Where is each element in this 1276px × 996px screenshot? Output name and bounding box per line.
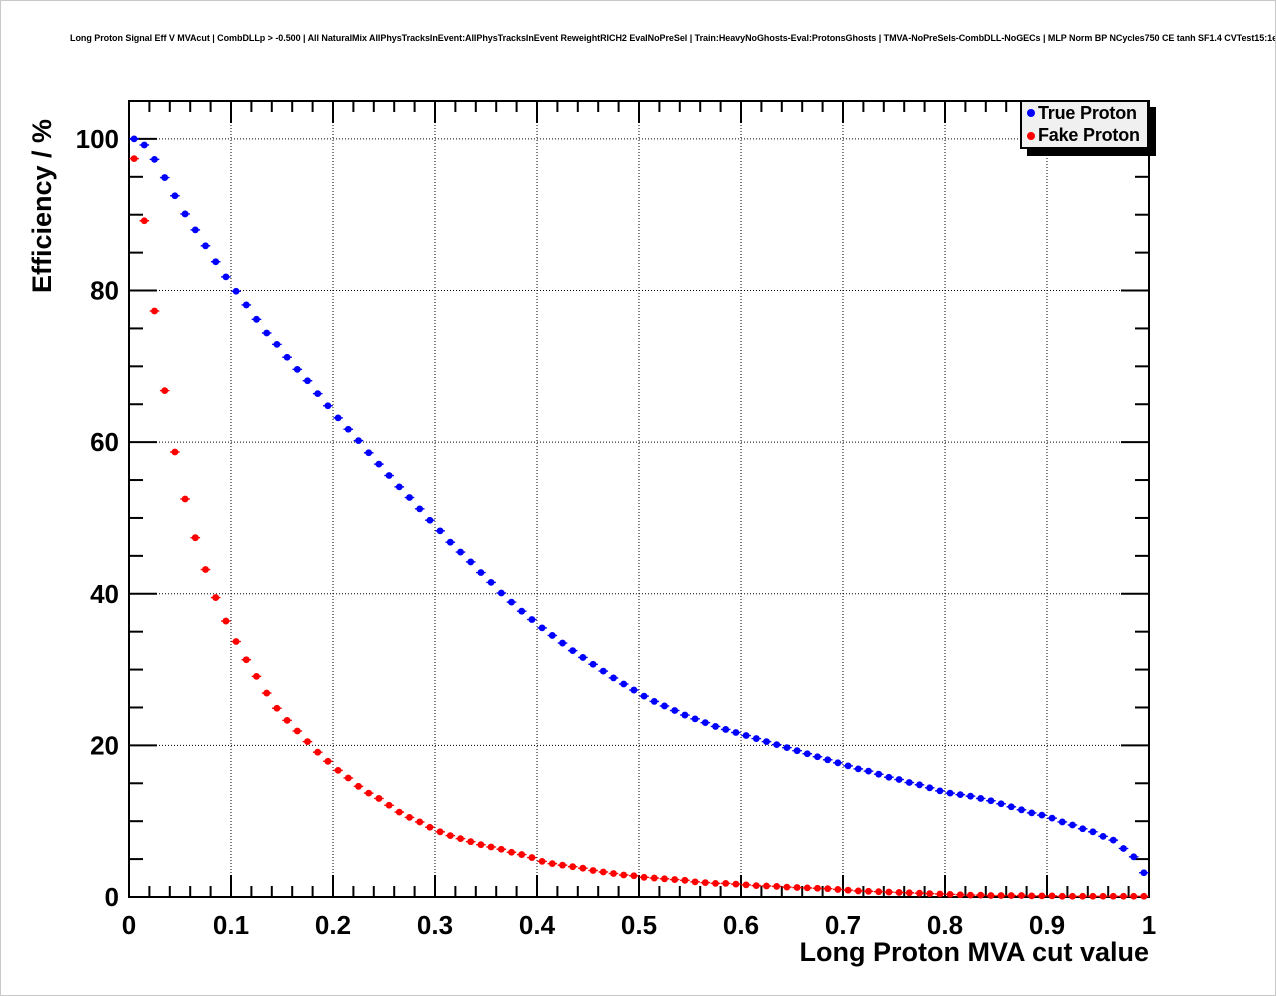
chart-title: Long Proton Signal Eff V MVAcut | CombDL… [70, 33, 1276, 43]
svg-text:0.9: 0.9 [1029, 910, 1065, 940]
svg-text:0.4: 0.4 [519, 910, 556, 940]
legend-entry-fake-proton: Fake Proton [1022, 125, 1147, 147]
svg-text:0.6: 0.6 [723, 910, 759, 940]
legend-label: True Proton [1038, 102, 1137, 123]
svg-text:20: 20 [90, 730, 119, 760]
svg-text:40: 40 [90, 579, 119, 609]
x-axis-title: Long Proton MVA cut value [799, 937, 1150, 967]
svg-text:0.5: 0.5 [621, 910, 657, 940]
svg-text:1: 1 [1142, 910, 1156, 940]
svg-text:0.3: 0.3 [417, 910, 453, 940]
svg-text:100: 100 [76, 124, 119, 154]
svg-text:0.2: 0.2 [315, 910, 351, 940]
fake-proton-marker-icon [1027, 131, 1035, 140]
svg-text:0.8: 0.8 [927, 910, 963, 940]
svg-text:0: 0 [105, 882, 119, 912]
legend-entry-true-proton: True Proton [1022, 102, 1147, 124]
svg-text:0: 0 [122, 910, 136, 940]
svg-text:0.1: 0.1 [213, 910, 249, 940]
true-proton-marker-icon [1027, 109, 1035, 118]
legend-label: Fake Proton [1038, 125, 1140, 146]
svg-text:60: 60 [90, 427, 119, 457]
y-axis-title: Efficiency / % [27, 118, 57, 293]
legend: True Proton Fake Proton [1020, 100, 1149, 149]
svg-text:80: 80 [90, 276, 119, 306]
svg-text:0.7: 0.7 [825, 910, 861, 940]
